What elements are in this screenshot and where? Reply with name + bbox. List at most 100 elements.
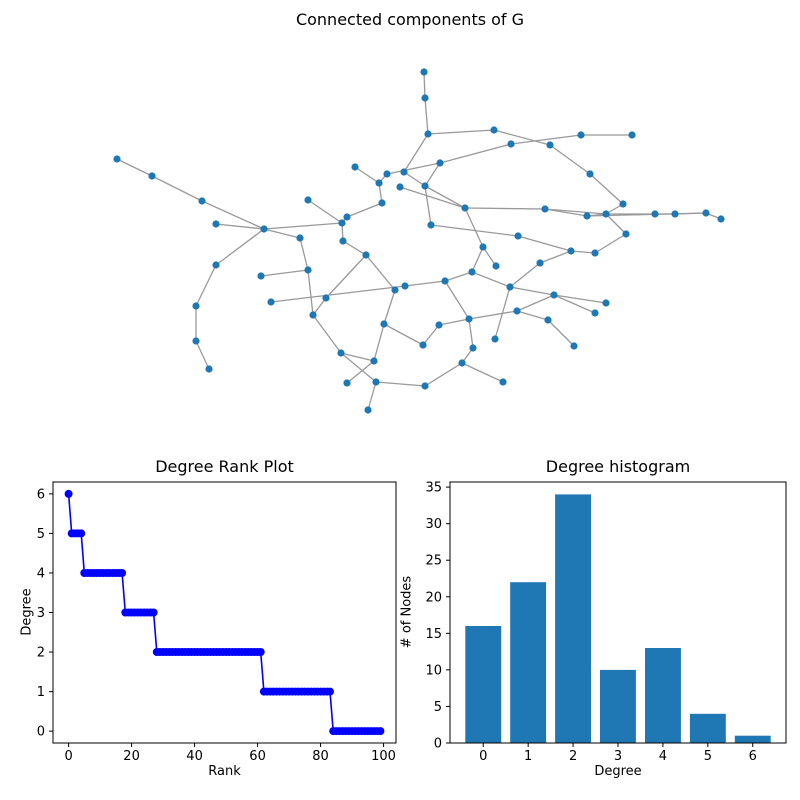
rank-marker [326,687,334,696]
rank-y-tick-label: 1 [37,685,45,700]
graph-edge [365,254,396,291]
graph-edge [605,213,627,235]
graph-edge [464,207,484,248]
rank-plot-xlabel: Rank [208,764,241,779]
rank-marker [118,569,127,577]
graph-edge [471,271,511,288]
graph-node [257,272,265,280]
graph-edge [307,199,343,224]
graph-edge [270,285,406,303]
graph-node [651,210,659,218]
graph-edge [493,129,551,146]
graph-node [113,155,121,163]
graph-node [192,302,200,310]
graph-node [570,342,578,350]
graph-node [260,225,268,233]
graph-node [465,315,473,323]
graph-edge [404,280,446,287]
graph-node [148,172,156,180]
histogram-x-tick-label: 5 [704,749,712,764]
rank-x-tick-label: 0 [64,749,72,764]
rank-y-tick-label: 0 [37,725,45,740]
graph-node [378,199,386,207]
histogram-bar [734,735,771,743]
graph-node [671,210,679,218]
graph-node [546,141,554,149]
rank-y-tick-label: 3 [37,606,45,621]
graph-node [628,131,636,139]
graph-node [375,179,383,187]
graph-edge [312,314,342,354]
histogram-bar [645,648,681,743]
graph-edge [494,286,511,340]
graph-node [577,131,585,139]
graph-edge [549,144,591,175]
graph-node [507,140,515,148]
graph-node [717,215,725,223]
graph-node [490,126,498,134]
rank-marker [256,648,265,656]
graph-node [591,249,599,257]
graph-edge [509,286,555,296]
histogram-xlabel: Degree [594,764,642,779]
graph-edge [307,269,314,316]
graph-edge [674,212,707,215]
rank-y-tick-label: 4 [37,566,45,581]
histogram-x-tick-label: 6 [749,749,757,764]
rank-marker [77,529,86,538]
histogram-x-tick-label: 1 [524,749,532,764]
rank-line [67,493,381,732]
graph-node [362,251,370,259]
graph-node [506,283,514,291]
graph-node [435,321,443,329]
graph-edge [423,71,426,99]
graph-edge [215,228,265,266]
graph-node [267,298,275,306]
graph-edge [260,269,309,277]
graph-edge [461,362,504,383]
graph-node [421,382,429,390]
graph-node [550,291,558,299]
graph-node [364,406,372,414]
graph-node [602,210,610,218]
graph-node [343,379,351,387]
graph-edge [383,289,396,325]
histogram-bar [465,626,502,743]
graph-edge [346,360,375,384]
graph-edge [438,318,470,326]
rank-y-tick-label: 6 [37,487,45,502]
graph-edge [516,310,549,321]
graph-node [536,259,544,267]
graph-node [702,209,710,217]
graph-node [212,220,220,228]
graph-edge [544,208,607,215]
histogram-x-tick-label: 0 [479,749,487,764]
graph-node [372,378,380,386]
histogram-ylabel: # of Nodes [399,575,415,649]
graph-node [619,200,627,208]
graph-node [338,219,346,227]
graph-edge [424,362,463,387]
graph-node [583,212,591,220]
graph-edge [195,340,210,370]
graph-node [212,261,220,269]
graph-node [586,170,594,178]
rank-x-tick-label: 60 [249,749,266,764]
graph-edge [547,319,575,347]
histogram-y-tick-label: 5 [434,700,442,715]
graph-edge [403,133,429,173]
graph-node [420,68,428,76]
graph-edge [346,202,383,218]
graph-node [591,309,599,317]
graph-edge [517,235,572,252]
histogram-y-tick-label: 25 [425,554,442,569]
graph-edge [444,271,473,282]
graph-edge [439,143,512,164]
graph-edge [263,222,343,230]
rank-marker [376,727,385,736]
graph-node [383,170,391,178]
graph-edge [422,324,440,346]
graph-node [343,213,351,221]
graph-edge [464,207,546,210]
